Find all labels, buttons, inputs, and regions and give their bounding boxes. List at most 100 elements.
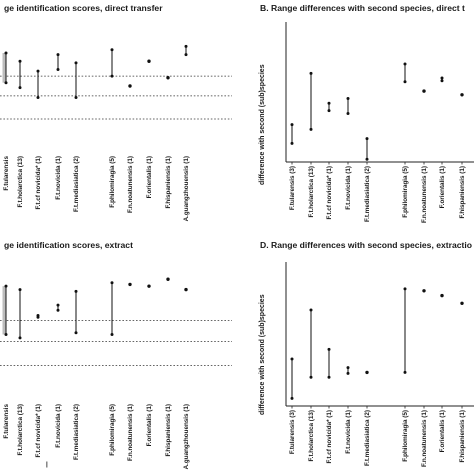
panel-c-range-min-point xyxy=(110,332,114,336)
panel-c-range-min-point xyxy=(56,308,60,312)
panel-a-range-min-point xyxy=(184,53,188,57)
panel-c-single-point xyxy=(184,287,188,292)
panel-b-range-max-point xyxy=(365,137,369,141)
panel-c-title: ge identification scores, extract xyxy=(4,240,133,250)
panel-c-x-tick-label: F.philomiragia (5) xyxy=(109,404,116,456)
panel-d: D. Range differences with second species… xyxy=(259,240,474,467)
panel-c-x-tick-label: F.t.novicida (1) xyxy=(55,404,62,448)
panel-d-x-tick-label: F.t.mediasiatica (2) xyxy=(364,410,371,466)
panel-a-range-max-point xyxy=(184,44,188,48)
panel-a-range-shade xyxy=(2,53,6,83)
panel-c-range-min-point xyxy=(4,332,8,336)
panel-c-x-tick-label: F.orientalis (1) xyxy=(146,404,153,446)
panel-a-single-point xyxy=(128,84,132,88)
panel-d-range-min-point xyxy=(290,396,294,400)
panel-d-x-tick-label: F.orientalis (1) xyxy=(439,410,446,452)
panel-c-x-tick-label: F.t.holarctica (13) xyxy=(17,404,24,455)
panel-d-title: D. Range differences with second species… xyxy=(260,240,472,250)
panel-d-range-max-point xyxy=(290,357,294,361)
panel-c-x-tick-label: F.tularensis xyxy=(3,404,10,439)
panel-a-range-max-point xyxy=(4,51,8,55)
panel-b-range-max-point xyxy=(290,123,294,127)
panel-d-range-max-point xyxy=(346,366,350,370)
panel-b-x-tick-label: F.t.holarctica (13) xyxy=(308,166,315,217)
panel-a-x-tick-label: F.philomiragia (5) xyxy=(109,156,116,208)
panel-d-x-tick-label: F.tularensis (3) xyxy=(289,410,296,454)
panel-d-x-tick-label: F.philomiragia (5) xyxy=(402,410,409,462)
panel-b-range-max-point xyxy=(327,101,331,105)
panel-c-range-max-point xyxy=(4,284,8,288)
panel-d-y-axis-label: difference with second (sub)species xyxy=(259,294,266,415)
panel-b-range-min-point xyxy=(440,79,444,83)
panel-b-range-min-point xyxy=(290,141,294,145)
panel-c-x-tick-label: F.t.mediasiatica (2) xyxy=(73,404,80,460)
panel-b-x-tick-label: F.tularensis (3) xyxy=(289,166,296,210)
panel-d-range-min-point xyxy=(327,375,331,379)
panel-a-x-tick-label: F.orientalis (1) xyxy=(146,156,153,198)
panel-a-range-max-point xyxy=(56,53,60,57)
panel-c-range-max-point xyxy=(74,289,78,293)
panel-b-y-axis-label: difference with second (sub)species xyxy=(259,64,266,185)
panel-a-range-max-point xyxy=(110,48,114,52)
panel-c-x-tick-label: F.n.noatunensis (1) xyxy=(127,404,134,461)
panel-d-x-tick-label: F.hispaniensis (1) xyxy=(459,410,466,463)
panel-d-single-point xyxy=(422,289,426,293)
panel-a: ge identification scores, direct transfe… xyxy=(0,3,232,221)
panel-d-single-point xyxy=(460,301,464,305)
panel-b-range-max-point xyxy=(440,76,444,80)
panel-a-x-tick-label: F.t.cf novicida* (1) xyxy=(35,156,42,210)
panel-b-x-tick-label: F.t.cf novicida* (1) xyxy=(326,166,333,220)
panel-a-range-min-point xyxy=(110,74,114,78)
panel-c-stray-mark: | xyxy=(46,461,48,468)
panel-a-single-point xyxy=(166,76,170,80)
panel-c-range-max-point xyxy=(56,303,60,307)
panel-b-range-min-point xyxy=(346,111,350,115)
panel-c-range-max-point xyxy=(18,288,22,292)
panel-d-x-tick-label: F.t.novicida (1) xyxy=(345,410,352,454)
panel-d-x-tick-label: F.t.holarctica (13) xyxy=(308,410,315,461)
panel-a-x-tick-label: F.n.noatunensis (1) xyxy=(127,156,134,213)
panel-a-x-tick-label: F.t.novicida (1) xyxy=(55,156,62,200)
panel-b-range-max-point xyxy=(403,62,407,66)
panel-b-range-min-point xyxy=(403,80,407,84)
panel-a-title: ge identification scores, direct transfe… xyxy=(4,3,163,13)
panel-d-single-point xyxy=(440,293,444,298)
panel-d-range-min-point xyxy=(403,370,407,374)
panel-a-range-min-point xyxy=(36,96,40,100)
panel-b-range-min-point xyxy=(309,127,313,131)
panel-b-range-max-point xyxy=(346,97,350,101)
panel-b-x-tick-label: F.t.novicida (1) xyxy=(345,166,352,210)
panel-c-x-tick-label: A.guangzhouensis (1) xyxy=(183,404,190,469)
panel-a-range-min-point xyxy=(74,96,78,100)
panel-d-range-max-point xyxy=(327,347,331,351)
panel-c-x-tick-label: F.hispaniensis (1) xyxy=(165,404,172,457)
panel-a-x-tick-label: A.guangzhouensis (1) xyxy=(183,156,190,221)
panel-b-range-max-point xyxy=(309,71,313,75)
panel-c: ge identification scores, extract | F.tu… xyxy=(0,240,232,469)
panel-a-range-min-point xyxy=(56,68,60,71)
panel-b-x-tick-label: F.philomiragia (5) xyxy=(402,166,409,218)
panel-d-range-min-point xyxy=(309,375,313,379)
panel-c-single-point xyxy=(147,284,151,288)
panel-a-range-max-point xyxy=(18,59,22,63)
panel-b-x-tick-label: F.t.mediasiatica (2) xyxy=(364,166,371,222)
panel-a-x-tick-label: F.t.holarctica (13) xyxy=(17,156,24,207)
panel-b-range-min-point xyxy=(365,157,369,161)
panel-a-range-max-point xyxy=(36,69,40,73)
panel-c-range-max-point xyxy=(110,281,114,285)
panel-a-x-tick-label: F.t.mediasiatica (2) xyxy=(73,156,80,212)
panel-d-range-max-point xyxy=(309,308,313,312)
panel-b-x-tick-label: F.n.noatunensis (1) xyxy=(421,166,428,223)
panel-d-range-max-point xyxy=(403,287,407,291)
panel-d-range-min-point xyxy=(346,371,350,375)
panel-a-range-max-point xyxy=(74,61,78,65)
panel-c-single-point xyxy=(128,282,132,287)
panel-c-range-min-point xyxy=(18,336,22,340)
panel-a-x-tick-label: F.hispaniensis (1) xyxy=(165,156,172,209)
panel-a-range-min-point xyxy=(4,81,8,85)
panel-b-x-tick-label: F.orientalis (1) xyxy=(439,166,446,208)
panel-b-single-point xyxy=(460,93,464,97)
panel-b: B. Range differences with second species… xyxy=(259,3,474,223)
panel-c-x-tick-label: F.t.cf novicida* (1) xyxy=(35,404,42,458)
